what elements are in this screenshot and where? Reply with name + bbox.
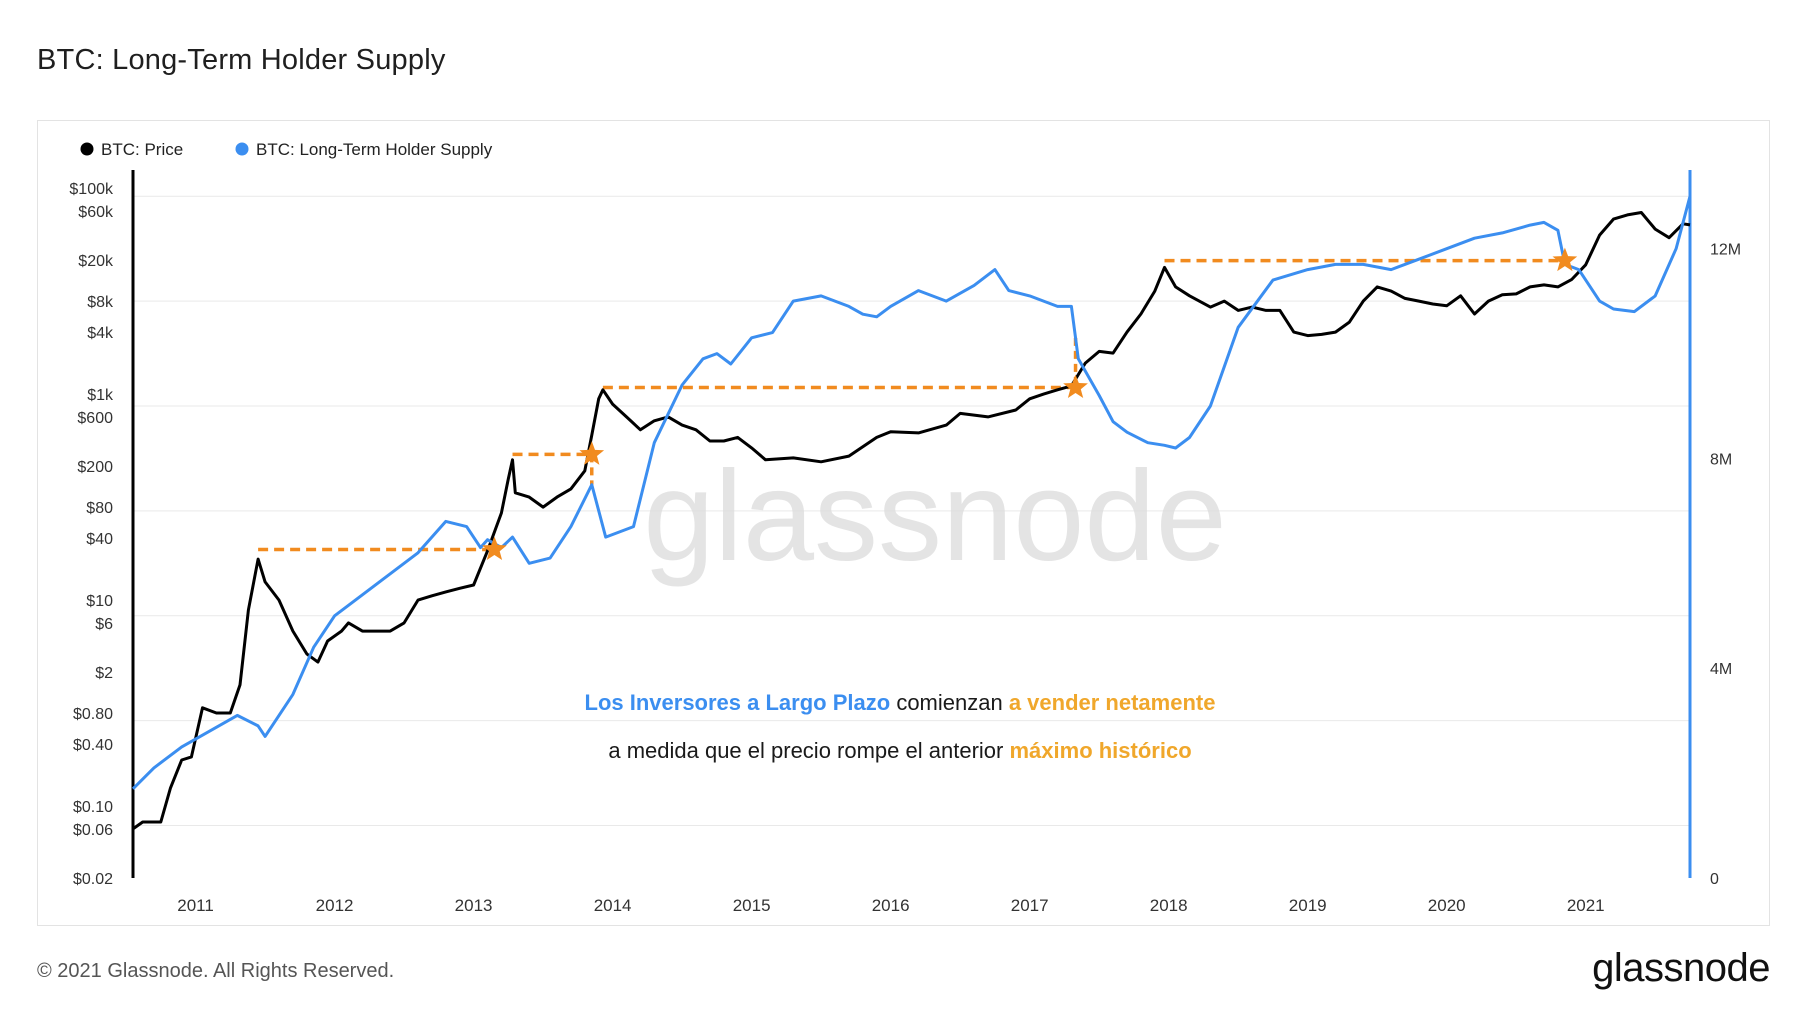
copyright: © 2021 Glassnode. All Rights Reserved. <box>37 960 395 982</box>
annotation-lth: Los Inversores a Largo Plazo <box>584 690 891 715</box>
annotation-price-break: a medida que el precio rompe el anterior <box>608 738 1004 763</box>
brand-logo: glassnode <box>1592 946 1770 990</box>
ath-star-1 <box>579 441 605 465</box>
y-left-tick-label: $100k <box>69 181 114 198</box>
y-axis-right: 12M 8M 4M 0 <box>1688 170 1741 888</box>
y-left-tick-label: $0.40 <box>73 737 113 754</box>
y-left-tick-label: $0.06 <box>73 822 113 839</box>
y-left-tick-label: $40 <box>86 531 113 548</box>
ath-star-2 <box>1063 374 1088 398</box>
legend-marker <box>80 142 94 156</box>
legend-label: BTC: Price <box>101 140 183 159</box>
ath-star-3 <box>1552 247 1578 272</box>
watermark: glassnode <box>643 445 1227 588</box>
chart-panel <box>37 120 1770 926</box>
annotation-line-2: a medida que el precio rompe el anterior… <box>0 738 1800 764</box>
y-left-tick-label: $10 <box>86 593 113 610</box>
x-tick-label: 2020 <box>1428 896 1466 915</box>
y-axis-left: $100k $60k $20k $8k $4k $1k $600 $200 $80 $40 $10 $… <box>69 170 135 888</box>
y-right-tick-label: 8M <box>1710 451 1732 468</box>
x-tick-label: 2017 <box>1011 896 1049 915</box>
y-left-tick-label: $0.02 <box>73 871 113 888</box>
y-left-tick-label: $200 <box>77 459 113 476</box>
y-left-tick-label: $6 <box>95 616 113 633</box>
y-left-tick-label: $2 <box>95 665 113 682</box>
x-tick-label: 2018 <box>1150 896 1188 915</box>
annotation-sell: a vender netamente <box>1008 690 1216 715</box>
ath-stars <box>482 247 1578 560</box>
y-right-tick-label: 12M <box>1710 242 1741 259</box>
y-left-tick-label: $60k <box>78 204 114 221</box>
annotation-line-1: Los Inversores a Largo Plazo comienzan a… <box>0 690 1800 716</box>
x-tick-label: 2015 <box>733 896 771 915</box>
x-axis: 2011 2012 2013 2014 2015 2016 2017 2018 2019 2020… <box>177 896 1604 915</box>
ath-star-0 <box>482 536 507 560</box>
y-left-tick-label: $4k <box>87 325 114 342</box>
y-right-tick-label: 4M <box>1710 661 1732 678</box>
y-left-tick-label: $1k <box>87 387 114 404</box>
lth-supply-line <box>131 195 1692 790</box>
series-lines <box>131 195 1692 831</box>
annotation-verb: comienzan <box>896 690 1003 715</box>
x-tick-label: 2013 <box>455 896 493 915</box>
legend-label: BTC: Long-Term Holder Supply <box>256 140 493 159</box>
x-tick-label: 2012 <box>316 896 354 915</box>
y-left-tick-label: $20k <box>78 253 114 270</box>
page-title: BTC: Long-Term Holder Supply <box>37 44 446 76</box>
y-left-tick-label: $0.10 <box>73 799 113 816</box>
legend: BTC: Price BTC: Long-Term Holder Supply <box>80 140 493 159</box>
x-tick-label: 2021 <box>1567 896 1605 915</box>
x-tick-label: 2019 <box>1289 896 1327 915</box>
annotation-ath: máximo histórico <box>1009 738 1192 763</box>
y-left-tick-label: $0.80 <box>73 706 113 723</box>
y-right-tick-label: 0 <box>1710 871 1719 888</box>
price-line <box>132 211 1691 831</box>
legend-marker <box>235 142 249 156</box>
y-left-tick-label: $80 <box>86 500 113 517</box>
x-tick-label: 2016 <box>872 896 910 915</box>
x-tick-label: 2014 <box>594 896 632 915</box>
y-left-tick-label: $8k <box>87 294 114 311</box>
grid <box>133 195 1690 827</box>
y-left-tick-label: $600 <box>77 410 113 427</box>
x-tick-label: 2011 <box>177 896 214 915</box>
